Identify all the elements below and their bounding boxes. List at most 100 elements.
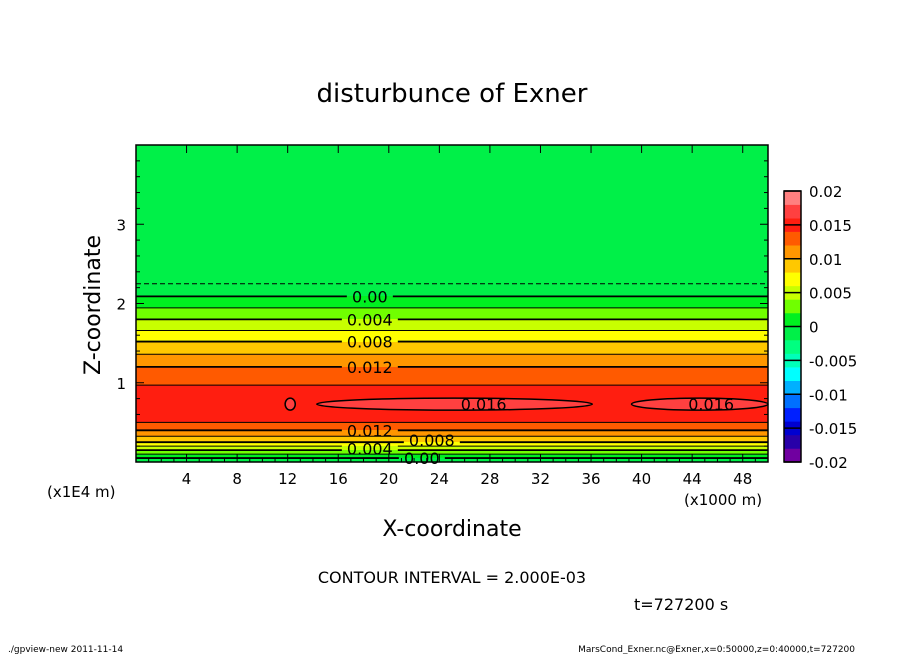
- band-row: [136, 352, 768, 354]
- band-row: [136, 347, 768, 349]
- x-tick-label: 12: [278, 470, 297, 488]
- colorbar-swatch: [784, 191, 801, 205]
- contour-label: 0.00: [404, 449, 440, 468]
- band-row: [136, 378, 768, 380]
- band-row: [136, 281, 768, 283]
- band-row: [136, 357, 768, 359]
- band-row: [136, 286, 768, 288]
- band-row: [136, 259, 768, 261]
- band-row: [136, 353, 768, 355]
- band-row: [136, 217, 768, 219]
- band-row: [136, 190, 768, 192]
- band-row: [136, 311, 768, 313]
- band-row: [136, 265, 768, 267]
- band-row: [136, 270, 768, 272]
- band-row: [136, 305, 768, 307]
- band-row: [136, 234, 768, 236]
- band-row: [136, 294, 768, 296]
- band-row: [136, 210, 768, 212]
- band-row: [136, 284, 768, 286]
- band-row: [136, 174, 768, 176]
- colorbar-swatch: [784, 204, 801, 219]
- band-row: [136, 269, 768, 271]
- band-row: [136, 300, 768, 302]
- band-row: [136, 191, 768, 193]
- band-row: [136, 185, 768, 187]
- band-row: [136, 362, 768, 364]
- band-row: [136, 212, 768, 214]
- band-row: [136, 440, 768, 442]
- x-tick-label: 40: [632, 470, 651, 488]
- band-row: [136, 433, 768, 435]
- x-tick-label: 20: [379, 470, 398, 488]
- band-row: [136, 277, 768, 279]
- y-tick-label: 2: [116, 296, 126, 314]
- closed-contour-0.016: [284, 397, 297, 411]
- band-row: [136, 390, 768, 392]
- band-row: [136, 387, 768, 389]
- band-row: [136, 246, 768, 248]
- band-row: [136, 166, 768, 168]
- band-row: [136, 154, 768, 156]
- contour-label: 0.008: [409, 431, 455, 450]
- band-row: [136, 328, 768, 330]
- band-row: [136, 225, 768, 227]
- band-row: [136, 257, 768, 259]
- time-label: t=727200 s: [634, 595, 728, 614]
- band-row: [136, 415, 768, 417]
- band-row: [136, 391, 768, 393]
- band-row: [136, 316, 768, 318]
- x-axis-label: X-coordinate: [382, 517, 521, 542]
- band-row: [136, 201, 768, 203]
- band-row: [136, 343, 768, 345]
- band-row: [136, 456, 768, 458]
- band-row: [136, 251, 768, 253]
- band-row: [136, 452, 768, 454]
- band-row: [136, 377, 768, 379]
- colorbar-swatch: [784, 326, 801, 341]
- band-row: [136, 383, 768, 385]
- band-row: [136, 349, 768, 351]
- band-row: [136, 438, 768, 440]
- x-axis-unit: (x1000 m): [684, 491, 762, 509]
- band-row: [136, 227, 768, 229]
- band-row: [136, 309, 768, 311]
- band-row: [136, 394, 768, 396]
- band-row: [136, 178, 768, 180]
- colorbar-label: -0.01: [809, 386, 848, 404]
- band-row: [136, 245, 768, 247]
- band-row: [136, 222, 768, 224]
- band-row: [136, 312, 768, 314]
- band-row: [136, 336, 768, 338]
- band-row: [136, 455, 768, 457]
- band-row: [136, 301, 768, 303]
- band-row: [136, 244, 768, 246]
- band-row: [136, 186, 768, 188]
- band-row: [136, 233, 768, 235]
- band-row: [136, 348, 768, 350]
- y-tick-label: 1: [116, 375, 126, 393]
- band-row: [136, 167, 768, 169]
- band-row: [136, 209, 768, 211]
- band-row: [136, 310, 768, 312]
- band-row: [136, 206, 768, 208]
- band-row: [136, 302, 768, 304]
- band-row: [136, 200, 768, 202]
- band-row: [136, 339, 768, 341]
- band-row: [136, 172, 768, 174]
- band-row: [136, 179, 768, 181]
- colorbar-swatch: [784, 245, 801, 260]
- band-row: [136, 289, 768, 291]
- band-row: [136, 232, 768, 234]
- colorbar-swatch: [784, 407, 801, 422]
- band-row: [136, 261, 768, 263]
- colorbar-label: 0.005: [809, 285, 852, 303]
- band-row: [136, 255, 768, 257]
- band-row: [136, 253, 768, 255]
- colorbar-label: 0.01: [809, 251, 842, 269]
- band-row: [136, 373, 768, 375]
- band-row: [136, 214, 768, 216]
- band-row: [136, 420, 768, 422]
- band-row: [136, 418, 768, 420]
